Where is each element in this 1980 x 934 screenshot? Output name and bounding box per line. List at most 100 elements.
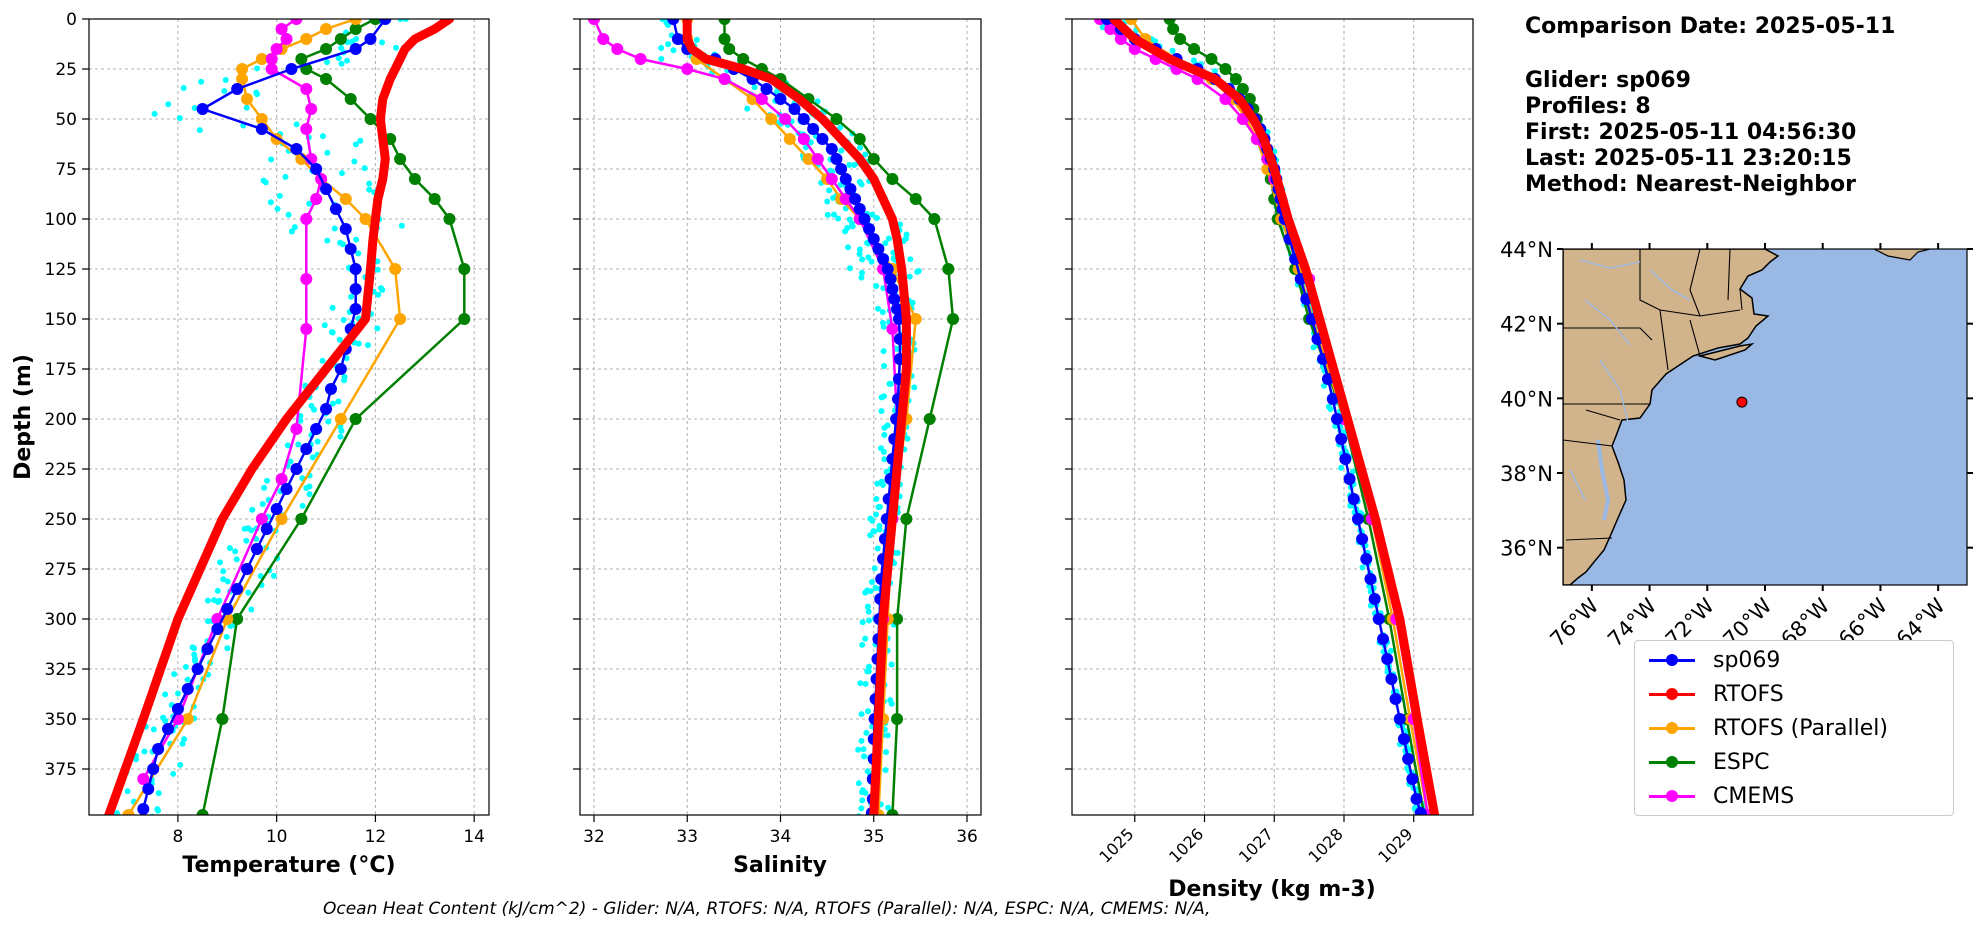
glider-raw-point — [379, 286, 386, 293]
series-point-cmems — [755, 93, 768, 105]
glider-raw-point — [223, 633, 230, 640]
glider-raw-point — [845, 244, 852, 251]
series-point-espc — [853, 133, 866, 145]
glider-raw-point — [309, 454, 316, 461]
glider-raw-point — [366, 186, 373, 193]
series-point-cmems — [300, 323, 313, 335]
series-point-sp069 — [241, 563, 254, 575]
x-tick-label: 34 — [770, 827, 792, 847]
profile-count: Profiles: 8 — [1525, 94, 1651, 119]
glider-raw-point — [907, 256, 914, 263]
glider-raw-point — [179, 740, 186, 747]
series-point-rtofs-parallel — [765, 113, 778, 125]
glider-raw-point — [171, 671, 178, 678]
glider-raw-point — [862, 635, 869, 642]
series-point-sp069 — [211, 623, 224, 635]
y-tick-label: 275 — [45, 560, 77, 580]
series-point-sp069 — [877, 253, 890, 265]
glider-raw-point — [862, 151, 869, 158]
x-tick-label: 12 — [365, 827, 387, 847]
series-point-rtofs-parallel — [349, 19, 362, 25]
glider-raw-point — [352, 141, 359, 148]
series-point-espc — [443, 213, 456, 225]
series-point-sp069 — [201, 643, 214, 655]
glider-raw-point — [871, 565, 878, 572]
temperature-raw-points — [113, 19, 409, 815]
glider-raw-point — [284, 442, 291, 449]
glider-raw-point — [214, 587, 221, 594]
series-point-cmems — [1114, 33, 1127, 45]
glider-raw-point — [248, 527, 255, 534]
series-point-espc — [344, 93, 357, 105]
series-point-rtofs-parallel — [255, 113, 268, 125]
y-tick-label: 50 — [55, 110, 77, 130]
glider-raw-point — [863, 729, 870, 736]
series-point-cmems — [265, 53, 278, 65]
series-point-sp069 — [147, 763, 160, 775]
x-tick-label: 36 — [956, 827, 978, 847]
legend-label: CMEMS — [1713, 783, 1795, 809]
glider-raw-point — [338, 60, 345, 67]
series-point-sp069 — [858, 213, 871, 225]
legend-swatch — [1643, 717, 1701, 739]
series-point-sp069 — [881, 263, 894, 275]
series-point-cmems — [1128, 43, 1141, 55]
series-line-rtofs — [104, 19, 454, 815]
glider-raw-point — [882, 240, 889, 247]
glider-raw-point — [329, 329, 336, 336]
temperature-panel: 8 10 12 14 0 25 50 75 100 125 150 175 200 225 250 275 30… — [11, 10, 490, 878]
glider-raw-point — [911, 384, 918, 391]
glider-raw-point — [349, 38, 356, 45]
glider-raw-point — [868, 578, 875, 585]
series-point-cmems — [797, 133, 810, 145]
glider-raw-point — [864, 603, 871, 610]
glider-raw-point — [285, 211, 292, 218]
glider-raw-point — [214, 598, 221, 605]
glider-raw-point — [658, 44, 665, 51]
glider-raw-point — [858, 711, 865, 718]
glider-raw-point — [355, 340, 362, 347]
glider-raw-point — [885, 804, 892, 811]
glider-raw-point — [141, 748, 148, 755]
series-point-espc — [718, 33, 731, 45]
glider-raw-point — [220, 568, 227, 575]
glider-raw-point — [245, 589, 252, 596]
glider-raw-point — [233, 556, 240, 563]
glider-raw-point — [226, 545, 233, 552]
glider-raw-point — [875, 818, 881, 824]
glider-raw-point — [324, 237, 331, 244]
glider-raw-point — [338, 44, 345, 51]
series-point-sp069 — [320, 403, 333, 415]
glider-raw-point — [859, 641, 866, 648]
series-point-sp069 — [839, 173, 852, 185]
glider-raw-point — [661, 19, 668, 22]
series-point-espc — [928, 213, 941, 225]
series-point-rtofs-parallel — [394, 313, 407, 325]
series-line-rtofs — [682, 19, 911, 815]
glider-raw-point — [338, 170, 345, 177]
glider-raw-point — [124, 788, 131, 795]
series-point-rtofs-parallel — [339, 193, 352, 205]
series-point-sp069 — [1360, 553, 1373, 565]
series-point-sp069 — [1356, 533, 1369, 545]
glider-raw-point — [319, 133, 326, 140]
temperature-ticks: 8 10 12 14 0 25 50 75 100 125 150 175 200 225 250 275 30… — [45, 10, 485, 847]
series-point-sp069 — [1410, 793, 1423, 805]
glider-raw-point — [888, 700, 895, 707]
glider-raw-point — [397, 19, 404, 22]
last-profile-time: Last: 2025-05-11 23:20:15 — [1525, 146, 1852, 171]
glider-raw-point — [344, 57, 351, 64]
temperature-xlabel: Temperature (°C) — [182, 853, 395, 878]
glider-raw-point — [873, 511, 880, 518]
glider-raw-point — [205, 618, 212, 625]
series-point-espc — [891, 713, 904, 725]
series-point-espc — [428, 193, 441, 205]
glider-raw-point — [243, 104, 250, 111]
y-tick-label: 375 — [45, 760, 77, 780]
series-line-cmems — [142, 19, 323, 780]
glider-raw-point — [325, 418, 332, 425]
glider-raw-point — [846, 216, 853, 223]
series-point-sp069 — [171, 703, 184, 715]
glider-raw-point — [862, 589, 869, 596]
glider-raw-point — [859, 256, 866, 263]
